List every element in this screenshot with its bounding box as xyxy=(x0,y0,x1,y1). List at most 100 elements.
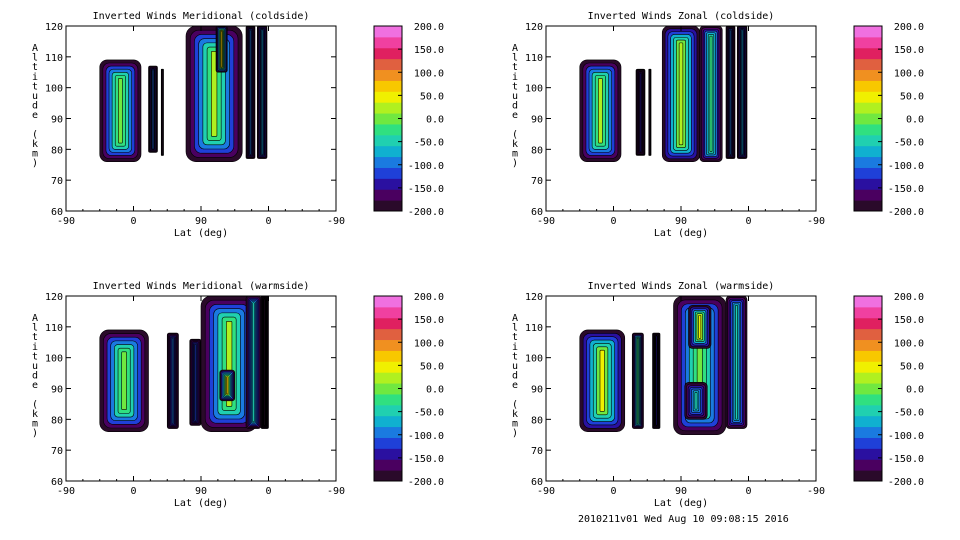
y-tick-label: 80 xyxy=(531,415,543,426)
contour-region xyxy=(725,25,736,159)
colorbar-tick-label: -100.0 xyxy=(888,431,924,442)
colorbar-swatch xyxy=(374,361,402,373)
contour-band xyxy=(598,78,603,144)
x-tick-label: -90 xyxy=(537,486,555,497)
y-tick-label: 120 xyxy=(45,22,63,33)
contour-region xyxy=(219,369,236,402)
y-tick-label: 100 xyxy=(525,354,543,365)
contour-band xyxy=(655,336,658,426)
y-tick-label: 90 xyxy=(51,115,63,126)
contour-band xyxy=(637,337,639,424)
contour-region xyxy=(725,295,748,429)
colorbar-swatch xyxy=(374,134,402,147)
colorbar-swatch xyxy=(374,58,402,71)
contour-region xyxy=(652,332,661,429)
x-tick-label: 0 xyxy=(610,216,616,227)
colorbar-swatch xyxy=(374,91,402,103)
colorbar-swatch xyxy=(374,383,402,395)
colorbar-tick-label: -150.0 xyxy=(888,454,924,465)
contour-region xyxy=(688,304,712,349)
colorbar-swatch xyxy=(374,415,402,428)
colorbar-swatch xyxy=(374,36,402,49)
colorbar-swatch xyxy=(374,459,402,471)
x-tick-label: 90 xyxy=(675,216,687,227)
x-tick-label: 0 xyxy=(610,486,616,497)
colorbar-tick-label: -50.0 xyxy=(894,138,924,149)
x-tick-label: -90 xyxy=(327,216,345,227)
contour-band xyxy=(649,69,651,155)
colorbar-swatch xyxy=(854,47,882,60)
colorbar-swatch xyxy=(854,189,882,201)
colorbar-swatch xyxy=(854,350,882,362)
colorbar-tick-label: 200.0 xyxy=(414,292,444,303)
x-tick-label: 0 xyxy=(130,486,136,497)
contour-region xyxy=(99,59,142,162)
colorbar-swatch xyxy=(854,91,882,103)
colorbar-tick-label: -150.0 xyxy=(408,184,444,195)
colorbar-swatch xyxy=(854,156,882,168)
contour-band xyxy=(698,315,702,339)
contour-band xyxy=(741,30,743,155)
colorbar-tick-label: 0.0 xyxy=(426,115,444,126)
chart-title: Inverted Winds Meridional (warmside) xyxy=(93,281,310,292)
colorbar-tick-label: 50.0 xyxy=(420,91,444,102)
contour-band xyxy=(249,29,252,155)
contour-band xyxy=(729,29,732,155)
contour-band xyxy=(211,51,218,137)
colorbar-tick-label: -50.0 xyxy=(414,138,444,149)
colorbar-swatch xyxy=(374,47,402,60)
x-axis-label: Lat (deg) xyxy=(174,228,228,239)
contour-region xyxy=(256,25,268,159)
colorbar-swatch xyxy=(374,317,402,330)
contour-region xyxy=(648,68,652,156)
colorbar-swatch xyxy=(374,69,402,81)
colorbar-swatch xyxy=(374,123,402,136)
colorbar-swatch xyxy=(374,328,402,341)
y-tick-label: 110 xyxy=(525,53,543,64)
colorbar-tick-label: -50.0 xyxy=(894,408,924,419)
x-tick-label: 0 xyxy=(745,216,751,227)
y-tick-label: 110 xyxy=(525,323,543,334)
x-tick-label: 0 xyxy=(745,486,751,497)
y-tick-label: 120 xyxy=(525,22,543,33)
colorbar-tick-label: -50.0 xyxy=(414,408,444,419)
contour-band xyxy=(678,42,684,146)
colorbar-swatch xyxy=(854,317,882,330)
colorbar-tick-label: -100.0 xyxy=(408,431,444,442)
colorbar-swatch xyxy=(854,306,882,319)
contour-region xyxy=(166,332,179,429)
chart-title: Inverted Winds Zonal (coldside) xyxy=(588,11,775,22)
contour-band xyxy=(709,35,713,152)
contour-regions xyxy=(579,295,748,436)
x-tick-label: 0 xyxy=(265,216,271,227)
colorbar-tick-label: 0.0 xyxy=(906,115,924,126)
x-tick-label: 90 xyxy=(195,486,207,497)
x-tick-label: 0 xyxy=(130,216,136,227)
colorbar-swatch xyxy=(374,80,402,92)
chart-title: Inverted Winds Meridional (coldside) xyxy=(93,11,310,22)
colorbar-tick-label: -100.0 xyxy=(888,161,924,172)
y-tick-label: 60 xyxy=(51,477,63,488)
y-tick-label: 90 xyxy=(531,385,543,396)
colorbar-tick-label: 150.0 xyxy=(414,315,444,326)
chart-panel-1: Inverted Winds Meridional (coldside) -90 0… xyxy=(32,11,444,239)
colorbar-swatch xyxy=(854,80,882,92)
colorbar-swatch xyxy=(854,328,882,341)
colorbar-tick-label: 200.0 xyxy=(414,22,444,33)
colorbar-tick-label: 150.0 xyxy=(414,45,444,56)
colorbar-swatch xyxy=(854,26,882,38)
contour-region xyxy=(699,25,723,162)
y-tick-label: 70 xyxy=(51,446,63,457)
contour-band xyxy=(172,337,174,424)
x-tick-label: 90 xyxy=(675,486,687,497)
x-tick-label: -90 xyxy=(57,216,75,227)
y-tick-label: 80 xyxy=(531,145,543,156)
contour-band xyxy=(263,299,266,426)
colorbar-tick-label: 0.0 xyxy=(906,385,924,396)
chart-panel-4: Inverted Winds Zonal (warmside) -90 0 90 0 -9… xyxy=(512,281,924,509)
colorbar-swatch xyxy=(854,69,882,81)
x-tick-label: 90 xyxy=(195,216,207,227)
